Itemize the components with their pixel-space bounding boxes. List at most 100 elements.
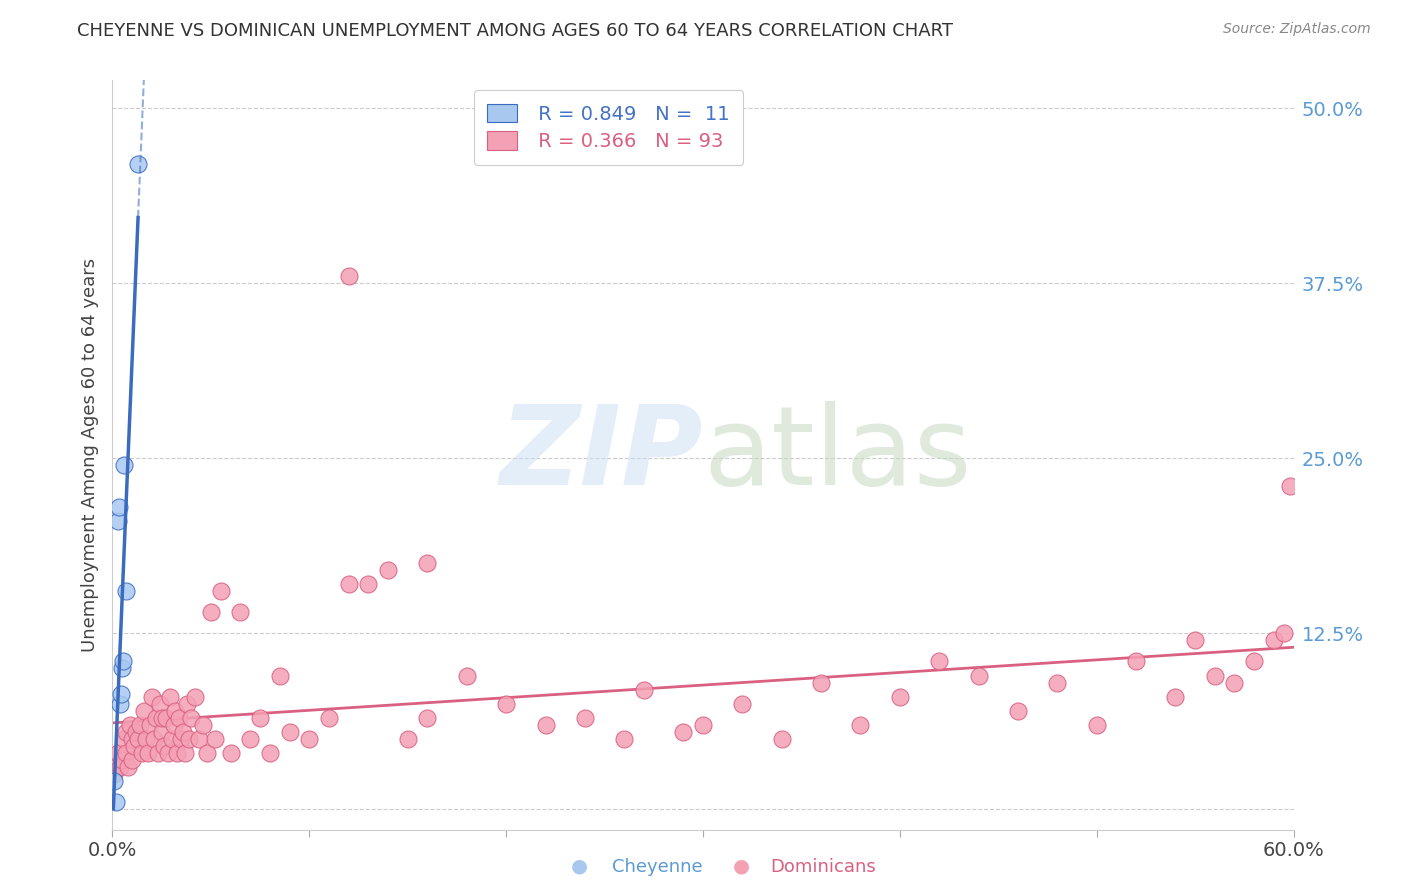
Point: [318, 710, 340, 724]
Point: [495, 697, 517, 711]
Point: [162, 717, 184, 731]
Point: [165, 704, 187, 718]
Point: [129, 717, 152, 731]
Point: [150, 710, 173, 724]
Point: [692, 717, 714, 731]
Text: Cheyenne: Cheyenne: [612, 858, 702, 876]
Point: [141, 690, 163, 704]
Point: [111, 752, 134, 766]
Point: [169, 710, 191, 724]
Point: [337, 269, 360, 284]
Text: ●: ●: [733, 857, 749, 876]
Point: [219, 746, 242, 760]
Point: [1007, 704, 1029, 718]
Point: [105, 759, 128, 773]
Point: [103, 773, 125, 788]
Point: [125, 724, 148, 739]
Point: [110, 687, 132, 701]
Point: [1278, 479, 1301, 493]
Point: [139, 717, 162, 731]
Point: [115, 724, 138, 739]
Point: [337, 577, 360, 591]
Point: [188, 731, 211, 746]
Point: [176, 697, 198, 711]
Point: [160, 731, 183, 746]
Point: [103, 766, 125, 780]
Point: [259, 746, 281, 760]
Point: [110, 697, 132, 711]
Point: [107, 515, 129, 529]
Point: [1272, 626, 1295, 640]
Point: [152, 739, 174, 753]
Point: [191, 717, 214, 731]
Point: [928, 655, 950, 669]
Point: [574, 710, 596, 724]
Point: [136, 746, 159, 760]
Point: [115, 584, 138, 599]
Point: [108, 500, 131, 515]
Point: [239, 731, 262, 746]
Point: [810, 675, 832, 690]
Point: [229, 606, 252, 620]
Point: [142, 731, 165, 746]
Point: [195, 746, 218, 760]
Point: [120, 717, 142, 731]
Point: [1184, 633, 1206, 648]
Point: [278, 724, 301, 739]
Text: atlas: atlas: [703, 401, 972, 508]
Point: [112, 655, 135, 669]
Point: [204, 731, 226, 746]
Point: [180, 710, 202, 724]
Point: [121, 752, 143, 766]
Point: [135, 731, 157, 746]
Point: [117, 759, 139, 773]
Point: [150, 724, 173, 739]
Point: [456, 668, 478, 682]
Point: [1263, 633, 1285, 648]
Point: [132, 704, 155, 718]
Point: [172, 724, 194, 739]
Point: [146, 746, 169, 760]
Point: [1204, 668, 1226, 682]
Point: [121, 731, 143, 746]
Point: [115, 746, 138, 760]
Point: [613, 731, 636, 746]
Point: [849, 717, 872, 731]
Point: [105, 795, 128, 809]
Point: [269, 668, 291, 682]
Point: [209, 584, 232, 599]
Point: [184, 690, 207, 704]
Text: ZIP: ZIP: [499, 401, 703, 508]
Point: [967, 668, 990, 682]
Point: [298, 731, 321, 746]
Point: [107, 746, 129, 760]
Point: [170, 731, 193, 746]
Point: [770, 731, 793, 746]
Point: [179, 731, 201, 746]
Point: [1243, 655, 1265, 669]
Text: Source: ZipAtlas.com: Source: ZipAtlas.com: [1223, 22, 1371, 37]
Point: [357, 577, 380, 591]
Text: CHEYENNE VS DOMINICAN UNEMPLOYMENT AMONG AGES 60 TO 64 YEARS CORRELATION CHART: CHEYENNE VS DOMINICAN UNEMPLOYMENT AMONG…: [77, 22, 953, 40]
Legend:  R = 0.849   N =  11,  R = 0.366   N = 93: R = 0.849 N = 11, R = 0.366 N = 93: [474, 90, 744, 165]
Point: [112, 731, 135, 746]
Point: [174, 746, 197, 760]
Point: [1046, 675, 1069, 690]
Point: [672, 724, 695, 739]
Point: [127, 157, 149, 171]
Point: [396, 731, 419, 746]
Point: [145, 710, 167, 724]
Point: [166, 746, 188, 760]
Point: [889, 690, 911, 704]
Point: [1085, 717, 1108, 731]
Point: [249, 710, 271, 724]
Point: [110, 759, 132, 773]
Point: [156, 746, 179, 760]
Point: [159, 690, 181, 704]
Point: [731, 697, 754, 711]
Point: [377, 564, 399, 578]
Point: [131, 746, 153, 760]
Point: [1164, 690, 1187, 704]
Point: [122, 739, 145, 753]
Point: [149, 697, 172, 711]
